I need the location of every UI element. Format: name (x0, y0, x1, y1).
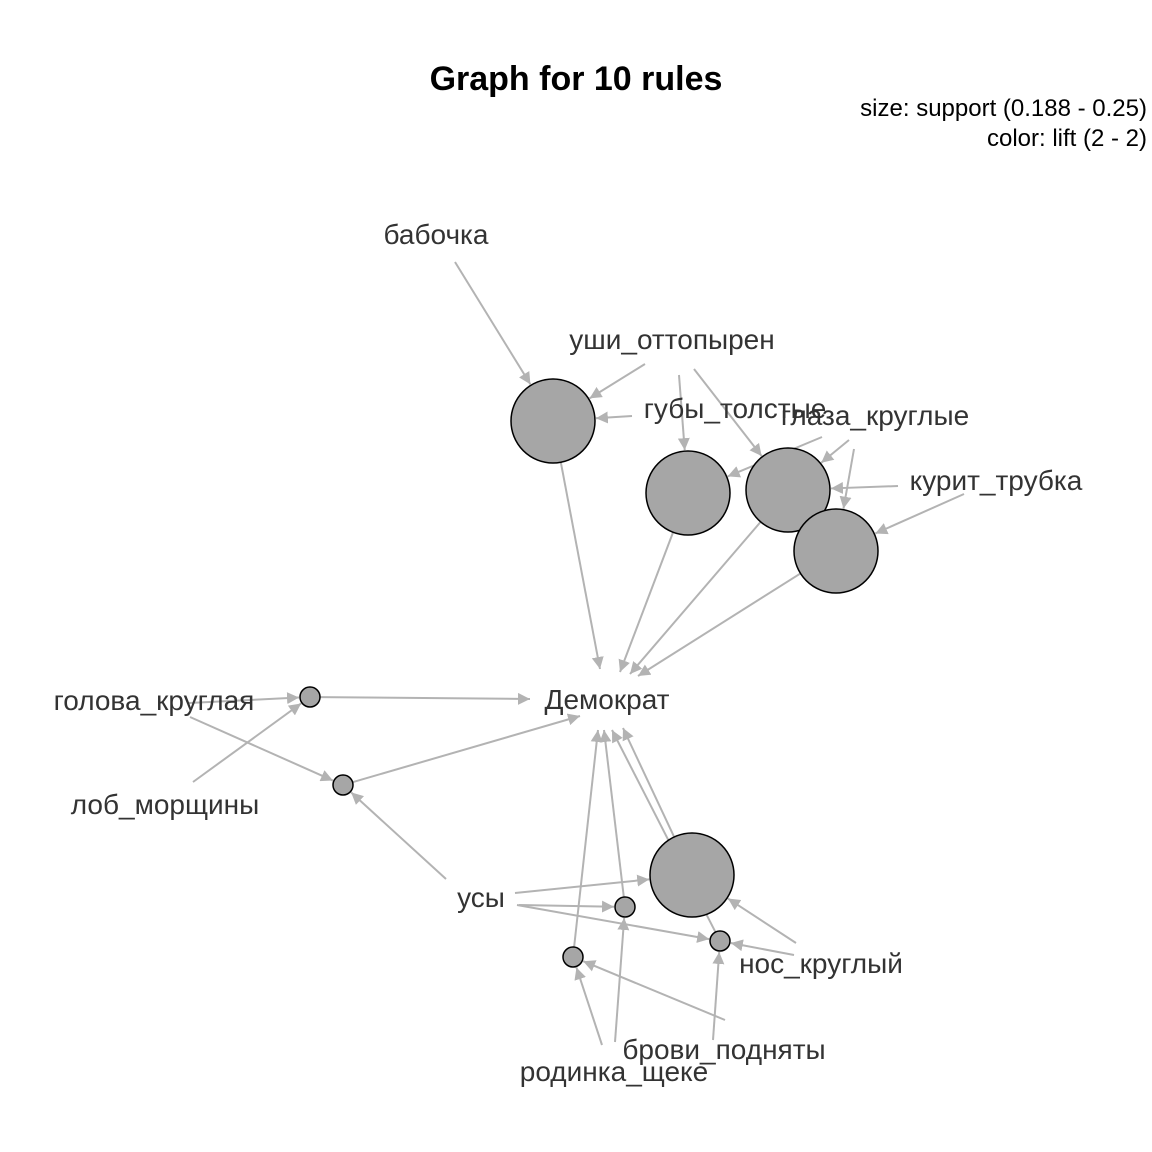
edge-usy-to-r6 (350, 791, 447, 880)
edge-r6-to-demokrat (352, 713, 581, 784)
edge-ushi-to-r3 (693, 368, 763, 457)
rule-node-r5 (299, 686, 321, 708)
edge-layer (188, 261, 965, 1046)
item-label-golova: голова_круглая (54, 685, 255, 716)
edge-r1-to-demokrat (559, 462, 604, 670)
rule-node-layer (299, 378, 879, 968)
rule-node-r1 (510, 378, 596, 464)
edge-ushi-to-r2 (677, 374, 690, 451)
item-label-brovi: брови_подняты (622, 1034, 825, 1065)
rule-node-r6 (332, 774, 354, 796)
item-label-lob: лоб_морщины (71, 789, 260, 820)
rule-node-r3 (745, 447, 831, 533)
edge-r3-to-demokrat (629, 521, 762, 675)
edge-r2-to-demokrat (618, 531, 675, 673)
edge-guby-to-r1 (595, 411, 633, 424)
item-label-demokrat: Демократ (545, 684, 670, 715)
item-label-nos: нос_круглый (739, 948, 903, 979)
item-label-glaza: глаза_круглые (781, 400, 969, 431)
edge-rodinka-to-r8 (712, 951, 725, 1041)
edge-golova-to-r5 (188, 692, 300, 705)
edge-ushi-to-r1 (589, 363, 646, 400)
rule-node-r9 (614, 896, 636, 918)
item-label-guby: губы_толстые (644, 393, 827, 424)
edge-usy-to-r9 (518, 900, 615, 913)
edge-glaza-to-r3 (820, 439, 850, 464)
rule-node-r10 (562, 946, 584, 968)
edge-brovi-to-r10 (574, 967, 603, 1046)
legend-size: size: support (0.188 - 0.25) (860, 95, 1147, 122)
item-label-ushi: уши_оттопырен (569, 324, 774, 355)
edge-usy-to-r7 (514, 874, 650, 894)
rule-node-r4 (793, 508, 879, 594)
edge-usy-to-r8 (516, 904, 710, 943)
edge-r9-to-demokrat (599, 729, 625, 898)
item-label-usy: усы (457, 882, 505, 913)
edge-glaza-to-r4 (839, 448, 855, 509)
item-label-layer: бабочка уши_оттопырен губы_толстыеглаза_кр… (54, 219, 1083, 1087)
edge-nos-to-r7 (727, 897, 797, 944)
edge-babochka-to-r1 (454, 261, 532, 385)
edge-rodinka-to-r10 (582, 960, 726, 1021)
item-label-babochka: бабочка (384, 219, 489, 250)
edge-trubka-to-r3 (830, 482, 899, 494)
legend-color: color: lift (2 - 2) (987, 125, 1147, 152)
edge-nos-to-r8 (730, 939, 795, 956)
item-label-rodinka: родинка_щеке (520, 1056, 708, 1087)
edge-golova-to-r6 (189, 716, 334, 782)
rule-node-r2 (645, 450, 731, 536)
edge-r4-to-demokrat (637, 572, 802, 677)
edge-brovi-to-r9 (614, 917, 630, 1043)
edge-r5-to-demokrat (319, 692, 531, 705)
edge-r7-to-demokrat (622, 727, 676, 838)
rule-node-r8 (709, 930, 731, 952)
edge-trubka-to-r4 (874, 493, 965, 535)
edge-r10-to-demokrat (573, 729, 603, 948)
rule-node-r7 (649, 832, 735, 918)
graph-title: Graph for 10 rules (430, 60, 723, 98)
item-label-trubka: курит_трубка (910, 465, 1083, 496)
